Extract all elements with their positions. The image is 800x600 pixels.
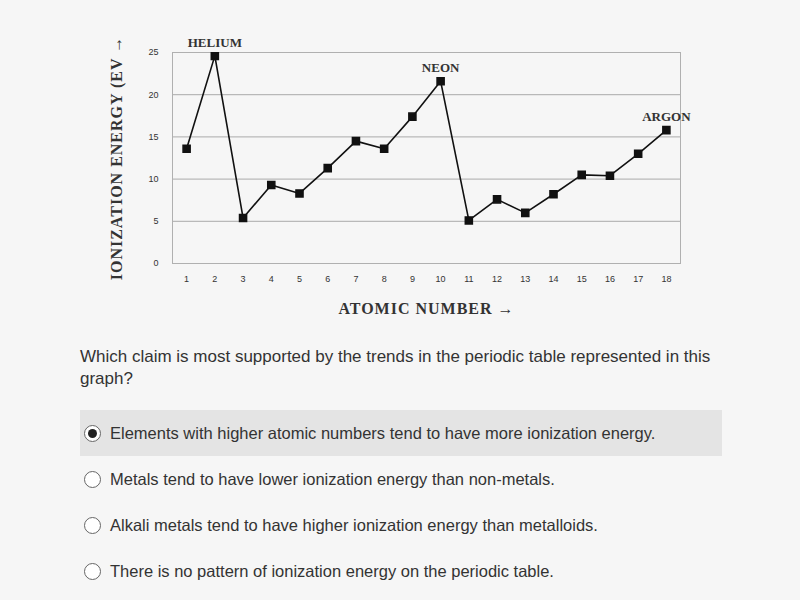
svg-text:7: 7 [353,274,358,284]
svg-text:NEON: NEON [422,60,460,75]
svg-text:13: 13 [520,274,530,284]
svg-text:4: 4 [269,274,274,284]
svg-text:ARGON: ARGON [642,109,691,124]
svg-text:15: 15 [577,274,587,284]
svg-text:18: 18 [661,274,671,284]
svg-text:8: 8 [382,274,387,284]
svg-text:0: 0 [153,258,158,268]
svg-text:5: 5 [297,274,302,284]
svg-text:20: 20 [148,90,158,100]
svg-text:3: 3 [241,274,246,284]
svg-text:2: 2 [212,274,217,284]
svg-text:ATOMIC NUMBER →: ATOMIC NUMBER → [338,300,514,317]
svg-text:12: 12 [492,274,502,284]
svg-text:10: 10 [148,174,158,184]
svg-text:HELIUM: HELIUM [188,35,242,50]
html-text:There is no pattern of ionizat: There is no pattern of ionization energy… [110,561,554,580]
svg-text:1: 1 [184,274,189,284]
html-text:Elements with higher atomic nu: Elements with higher atomic numbers tend… [110,423,656,442]
html-text:Which claim is most supported: Which claim is most supported by the tre… [80,347,711,388]
svg-text:17: 17 [633,274,643,284]
svg-text:6: 6 [325,274,330,284]
svg-text:IONIZATION ENERGY (EV →: IONIZATION ENERGY (EV → [108,36,126,281]
svg-text:16: 16 [605,274,615,284]
svg-text:5: 5 [153,216,158,226]
svg-text:15: 15 [148,132,158,142]
html-text:Alkali metals tend to have hig: Alkali metals tend to have higher ioniza… [110,515,598,534]
svg-text:14: 14 [548,274,558,284]
svg-text:9: 9 [410,274,415,284]
svg-text:10: 10 [436,274,446,284]
svg-text:25: 25 [148,47,158,57]
svg-text:11: 11 [464,274,473,284]
html-text:Metals tend to have lower ioni: Metals tend to have lower ionization ene… [110,469,555,488]
